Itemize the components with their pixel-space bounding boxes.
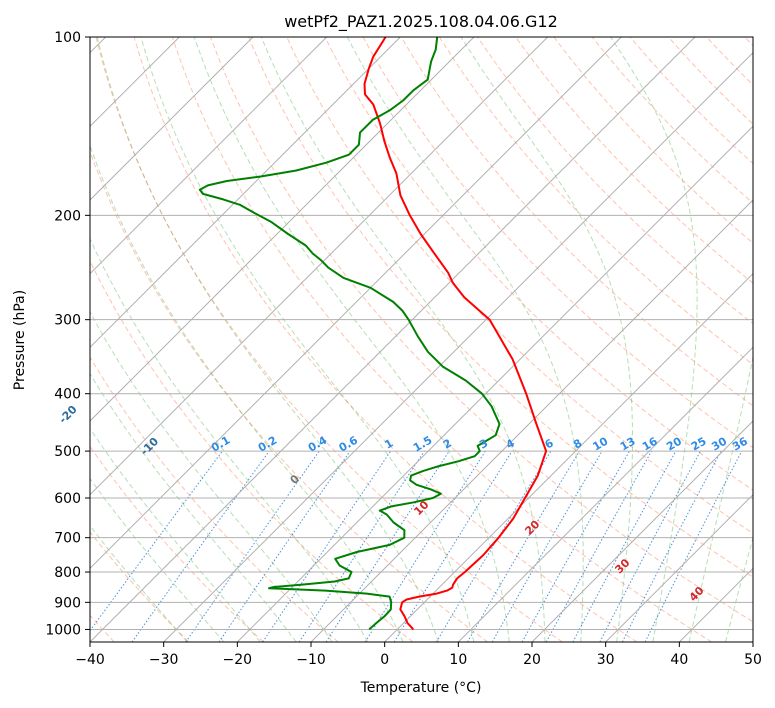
moist-adiabat-line	[90, 372, 297, 642]
moist-adiabat-line	[688, 355, 753, 642]
isotherm-line	[310, 199, 753, 642]
dry-adiabat-label: -20	[56, 403, 79, 426]
mixing-ratio-line	[644, 450, 743, 642]
dry-adiabat-line	[90, 356, 339, 642]
x-tick-label: −20	[223, 652, 253, 668]
x-tick-label: −30	[149, 652, 179, 668]
mixing-ratio-line	[435, 450, 552, 642]
mixing-ratio-line	[521, 450, 630, 642]
isotherm-line	[90, 37, 696, 642]
sounding-lines	[198, 37, 548, 631]
dry-adiabat-line	[515, 37, 753, 284]
y-tick-label: 200	[54, 208, 81, 224]
isotherm-line	[90, 37, 401, 349]
moist-adiabat-line	[610, 37, 698, 642]
y-tick-label: 300	[54, 313, 81, 329]
y-tick-label: 500	[54, 444, 81, 460]
moist-adiabat-line	[96, 37, 439, 642]
moist-adiabat-line	[460, 37, 633, 642]
dry-adiabat-line	[324, 37, 753, 491]
isotherm-line	[457, 346, 753, 642]
mixing-ratio-line	[621, 450, 722, 642]
y-tick-label: 1000	[45, 622, 81, 638]
x-axis-ticks: −40 −30 −20 −10 0 10 20 30 40 50	[75, 642, 762, 668]
plot-background	[90, 37, 753, 642]
dry-adiabat-line	[90, 531, 190, 642]
y-tick-label: 700	[54, 531, 81, 547]
y-tick-label: 900	[54, 595, 81, 611]
moist-adiabat-line	[260, 37, 546, 642]
isotherm-line	[90, 37, 475, 422]
dewpoint-line	[198, 37, 501, 631]
mixing-ratio-line	[90, 450, 223, 632]
isotherm-line	[163, 51, 753, 642]
skewed-isotherms	[90, 37, 753, 642]
mixing-ratio-line	[364, 450, 486, 642]
x-tick-label: −10	[296, 652, 326, 668]
chart-title: wetPf2_PAZ1.2025.108.04.06.G12	[284, 12, 558, 32]
x-tick-label: 10	[449, 652, 467, 668]
x-axis-label: Temperature (°C)	[360, 680, 482, 696]
isotherm-line	[90, 37, 622, 570]
dry-adiabat-line	[438, 37, 753, 366]
dry-adiabat-line	[95, 37, 563, 642]
mixing-ratio-line	[393, 450, 513, 642]
moist-adiabat-line	[90, 477, 225, 642]
y-axis-label: Pressure (hPa)	[12, 290, 28, 390]
moist-adiabat-line	[90, 237, 369, 642]
isotherm-line	[531, 420, 753, 642]
isotherm-line	[605, 493, 753, 642]
dry-adiabat-line	[248, 37, 753, 578]
mixing-ratio-line	[185, 450, 320, 642]
mixing-ratio-line	[599, 450, 701, 642]
mixing-ratio-line	[262, 450, 392, 642]
x-tick-label: 30	[597, 652, 615, 668]
moist-adiabat-line	[90, 427, 261, 642]
mixing-ratio-line	[218, 450, 351, 642]
x-tick-label: 40	[670, 652, 688, 668]
moist-adiabat-line	[90, 144, 404, 642]
isotherm-line	[90, 37, 254, 201]
moist-adiabat-line	[725, 535, 753, 642]
dry-adiabat-line	[90, 150, 488, 642]
mixing-ratio-line	[298, 450, 425, 642]
y-tick-label: 400	[54, 387, 81, 403]
mixing-ratio-lines	[90, 450, 743, 642]
moist-adiabat-line	[762, 37, 775, 642]
temperature-line	[363, 37, 548, 631]
y-tick-label: 100	[54, 30, 81, 46]
x-tick-label: 50	[744, 652, 762, 668]
x-tick-label: −40	[75, 652, 105, 668]
dry-adiabat-line	[400, 37, 753, 407]
y-tick-label: 600	[54, 491, 81, 507]
dry-adiabat-line	[171, 37, 712, 642]
y-tick-label: 800	[54, 565, 81, 581]
moist-adiabat-line	[346, 37, 584, 642]
mixing-ratio-line	[545, 450, 653, 642]
isotherm-line	[384, 272, 753, 642]
mixing-ratio-line	[325, 450, 450, 642]
x-tick-label: 0	[380, 652, 389, 668]
grid-lines	[90, 37, 753, 630]
moist-adiabat-line	[140, 37, 475, 642]
dry-adiabat-line	[90, 445, 264, 642]
moist-adiabat-line	[193, 37, 510, 642]
plot-frame	[89, 36, 754, 643]
isotherm-line	[752, 641, 753, 642]
x-tick-label: 20	[523, 652, 541, 668]
moist-adiabat-line	[90, 310, 333, 642]
mixing-ratio-line	[572, 450, 677, 642]
isotherm-line	[90, 37, 549, 496]
isotherm-line	[236, 125, 753, 642]
mixing-ratio-line	[131, 450, 270, 642]
isotherm-line	[90, 37, 328, 275]
dry-adiabat-label: -30	[0, 370, 4, 393]
y-axis-ticks: 100 200 300 400 500 600 700 800 900 1000	[45, 30, 90, 638]
moist-adiabats	[90, 37, 775, 642]
dry-adiabat-line	[133, 37, 638, 642]
